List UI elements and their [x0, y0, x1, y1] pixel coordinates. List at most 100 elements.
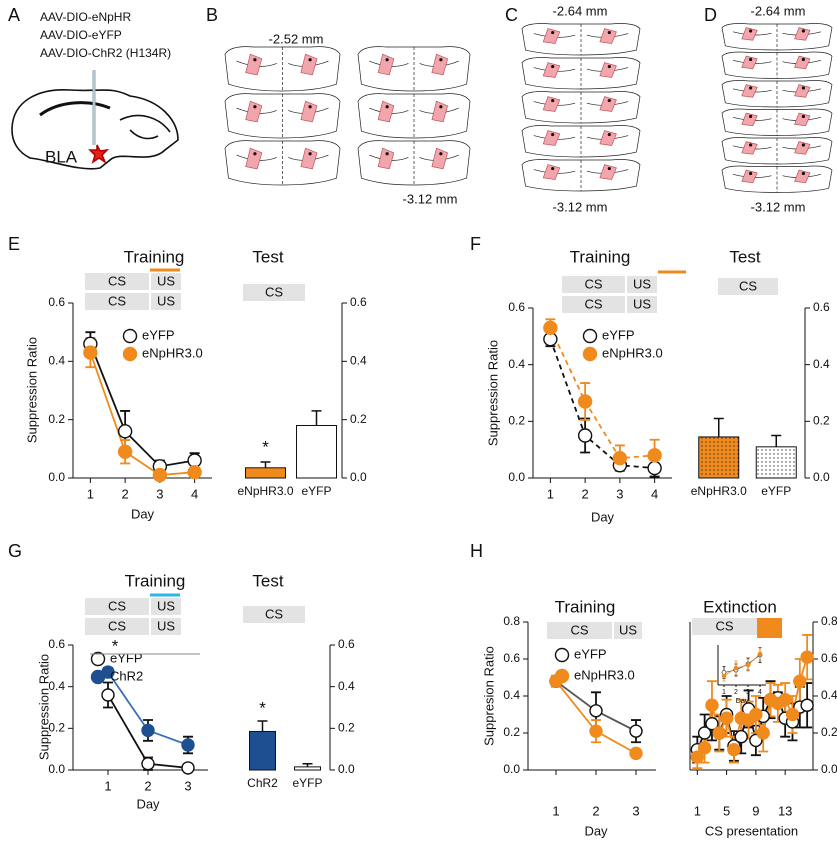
y-tick-label: 0.6: [813, 300, 830, 314]
x-tick-label: 1: [104, 778, 111, 793]
bla-region: [794, 55, 811, 70]
y-axis-label: Suppresion Ratio: [481, 646, 496, 746]
data-point: [749, 707, 763, 722]
legend-label: eNpHR3.0: [142, 345, 203, 360]
fiber-tip: [607, 64, 611, 69]
data-point: [690, 750, 705, 764]
legend-label: ChR2: [110, 668, 143, 683]
y-tick-label: 0.4: [508, 357, 525, 371]
x-tick-label: eNpHR3.0: [691, 484, 747, 498]
atlas-section: [721, 108, 833, 136]
protocol-label: CS: [108, 273, 126, 288]
legend-marker: [582, 328, 598, 344]
y-tick-label: 0.6: [508, 300, 525, 314]
data-point: [187, 464, 202, 480]
protocol-box: [243, 606, 305, 623]
fiber-tip: [253, 58, 257, 62]
error-bar: [771, 434, 782, 447]
bar: [294, 766, 321, 771]
protocol-box: [85, 618, 149, 635]
y-tick-label: 0.0: [48, 762, 65, 776]
series-line: [723, 654, 761, 673]
chart-title: Training: [570, 247, 631, 266]
bar: [755, 446, 797, 479]
error-bar: [260, 461, 271, 468]
x-tick-label: 1: [552, 803, 559, 818]
atlas-section: [224, 93, 341, 139]
protocol-box: [547, 622, 612, 639]
x-axis-label: Day: [584, 823, 608, 838]
data-point: [141, 723, 155, 738]
atlas-coordinate: -2.64 mm: [751, 3, 806, 18]
error-bar: [311, 410, 322, 426]
bla-region: [794, 84, 811, 98]
legend-label: eYFP: [142, 327, 175, 342]
x-tick-label: 2: [144, 778, 151, 793]
fiber-tip: [551, 132, 555, 137]
x-axis-label: Day: [736, 698, 749, 705]
x-tick-label: 3: [616, 486, 623, 501]
y-tick-label: 0.4: [338, 679, 355, 693]
bla-region: [599, 130, 617, 146]
atlas-outline: [721, 80, 833, 108]
fiber-tip: [607, 98, 611, 103]
bla-region: [245, 147, 263, 170]
atlas-outline: [357, 93, 471, 139]
fiber-tip: [607, 166, 611, 171]
fiber-tip: [801, 114, 806, 119]
protocol-box: [151, 618, 181, 635]
panel-letter: G: [8, 541, 22, 561]
fiber-tip: [801, 86, 806, 90]
series-line: [549, 327, 655, 460]
data-point: [697, 741, 712, 755]
bla-region: [542, 96, 561, 112]
atlas-section: [521, 23, 641, 56]
y-tick-label: 0.6: [821, 651, 837, 665]
y-tick-label: 0.6: [350, 295, 367, 309]
y-tick-label: 0.0: [350, 470, 367, 484]
bar: [698, 436, 740, 479]
x-tick-label: 2: [734, 689, 738, 696]
data-point: [577, 394, 593, 409]
x-tick-label: 13: [778, 803, 792, 818]
protocol-box: [692, 618, 757, 635]
fiber-tip: [551, 30, 555, 35]
atlas-section: [521, 125, 641, 158]
y-tick-label: 0.2: [821, 725, 837, 739]
data-point: [712, 726, 726, 740]
protocol-label: US: [157, 598, 175, 613]
y-tick-label: 0.6: [338, 637, 355, 651]
legend-label: eNpHR3.0: [574, 667, 635, 682]
virus-label: AAV-DIO-eNpHR: [40, 10, 131, 24]
atlas-section: [224, 140, 341, 186]
bla-region: [599, 62, 617, 78]
x-tick-label: 2: [122, 486, 129, 501]
protocol-box: [151, 598, 181, 615]
legend-marker: [122, 328, 138, 344]
bla-region: [245, 53, 263, 76]
atlas-outline: [521, 91, 641, 124]
legend-label: eYFP: [574, 646, 607, 661]
y-tick-label: 0.4: [350, 354, 367, 368]
protocol-box: [151, 273, 181, 290]
legend-label: eNpHR3.0: [602, 345, 663, 360]
data-point: [785, 707, 800, 722]
protocol-box: [85, 273, 149, 290]
annotation: *: [112, 636, 119, 655]
x-axis-label: Day: [136, 796, 160, 811]
bla-region: [431, 53, 449, 76]
atlas-coordinate: -3.12 mm: [403, 191, 458, 206]
protocol-label: CS: [584, 276, 602, 291]
bla-region: [794, 27, 811, 41]
data-point: [117, 424, 133, 439]
chart-title: Training: [124, 247, 185, 266]
y-tick-label: 0.2: [508, 414, 525, 428]
data-point: [721, 673, 727, 679]
data-point: [612, 450, 628, 466]
y-axis-label: Suppression Ratio: [24, 337, 39, 443]
x-tick-label: eYFP: [301, 484, 331, 498]
y-tick-label: 0.0: [338, 762, 355, 776]
data-point: [800, 650, 814, 664]
bla-region: [741, 141, 758, 155]
